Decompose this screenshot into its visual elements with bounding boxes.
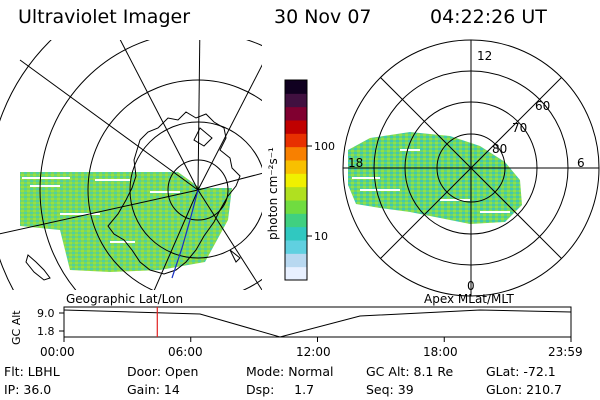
status-flt: Flt: LBHL	[4, 364, 60, 379]
right-scan-gaps	[352, 149, 510, 213]
geographic-label: Geographic Lat/Lon	[66, 292, 184, 306]
mlat-60: 60	[535, 99, 550, 113]
colorbar-cell	[285, 146, 307, 161]
colorbar-cell	[285, 93, 307, 108]
left-lon-lines	[0, 40, 262, 290]
x-tick-2359: 23:59	[548, 345, 583, 359]
status-mode: Mode: Normal	[246, 364, 334, 379]
apex-label: Apex MLat/MLT	[424, 292, 514, 306]
orbit-track	[171, 189, 199, 279]
colorbar-cell	[285, 133, 307, 148]
mlt-12: 12	[477, 49, 492, 63]
status-seq: Seq: 39	[366, 382, 414, 397]
status-gc-alt: GC Alt: 8.1 Re	[366, 364, 454, 379]
colorbar-cell	[285, 240, 307, 254]
altitude-curve	[63, 309, 572, 338]
colorbar-cell	[285, 106, 307, 121]
colorbar-cell	[285, 120, 307, 134]
altitude-timeline: 9.0 1.8 GC Alt 00:00 06:00 12:00 18:00 2…	[10, 306, 583, 359]
mlt-0: 0	[467, 279, 475, 293]
antarctica-coastline	[107, 111, 241, 275]
mlt-18: 18	[348, 156, 363, 170]
status-glat: GLat: -72.1	[486, 364, 556, 379]
left-scan-gaps	[22, 177, 180, 243]
colorbar-cell	[285, 200, 307, 214]
mlt-6: 6	[577, 156, 585, 170]
new-zealand-coastline	[25, 254, 51, 281]
gc-alt-axis-label: GC Alt	[10, 310, 23, 345]
x-tick-1800: 18:00	[423, 345, 458, 359]
colorbar-cell	[285, 160, 307, 174]
status-gain: Gain: 14	[127, 382, 180, 397]
time-label: 04:22:26 UT	[430, 6, 547, 28]
status-glon: GLon: 210.7	[486, 382, 562, 397]
colorbar-cell	[285, 186, 307, 201]
left-aurora-swath	[20, 172, 232, 272]
status-dsp: Dsp: 1.7	[246, 382, 315, 397]
x-tick-1200: 12:00	[296, 345, 331, 359]
instrument-title: Ultraviolet Imager	[18, 6, 191, 28]
y-tick-1.8: 1.8	[37, 325, 55, 338]
colorbar-tick-100: 100	[314, 140, 335, 153]
x-tick-0600: 06:00	[168, 345, 203, 359]
x-tick-0000: 00:00	[40, 345, 75, 359]
colorbar-tick-10: 10	[314, 230, 328, 243]
mlat-70: 70	[512, 121, 527, 135]
y-tick-9: 9.0	[37, 307, 55, 320]
colorbar: 100 10 photon cm⁻²s⁻¹	[266, 79, 335, 281]
colorbar-cell	[285, 80, 307, 94]
colorbar-cell	[285, 173, 307, 188]
status-ip: IP: 36.0	[4, 382, 52, 397]
magnetic-map: 12 18 6 0 60 70 80	[342, 39, 600, 297]
colorbar-cell	[285, 266, 307, 281]
colorbar-cell	[285, 226, 307, 241]
mlat-80: 80	[492, 142, 507, 156]
geographic-map	[0, 40, 262, 290]
status-door: Door: Open	[127, 364, 199, 379]
date-label: 30 Nov 07	[274, 6, 372, 28]
colorbar-unit: photon cm⁻²s⁻¹	[266, 147, 280, 240]
colorbar-cell	[285, 213, 307, 228]
colorbar-cell	[285, 253, 307, 268]
